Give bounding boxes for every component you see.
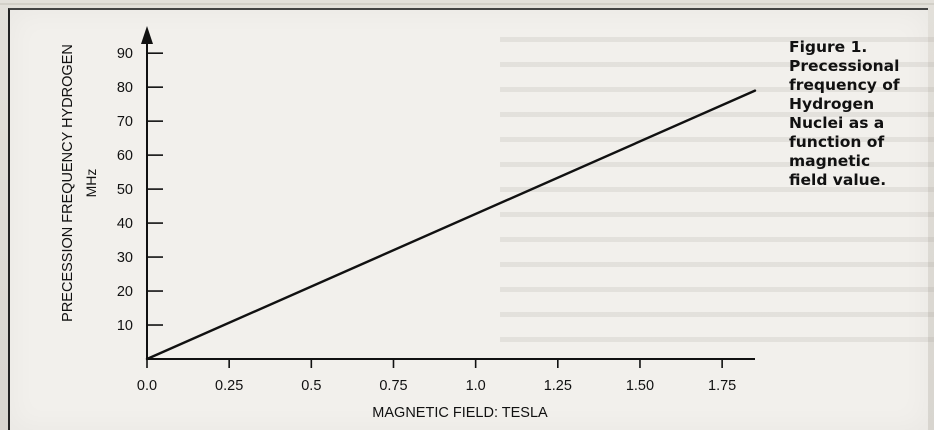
y-tick-label: 90: [117, 46, 133, 62]
caption-line: function of: [789, 133, 885, 151]
series-group: [145, 89, 757, 361]
y-axis-label-line1: PRECESSION FREQUENCY HYDROGEN: [60, 44, 76, 322]
caption-line: frequency of: [789, 76, 900, 94]
caption-line: magnetic: [789, 152, 871, 170]
caption-line: Nuclei as a: [789, 114, 885, 132]
y-tick-label: 50: [117, 182, 133, 198]
x-tick-label: 0.0: [137, 378, 157, 394]
y-axis-label-line2: MHz: [83, 169, 99, 198]
y-tick-label: 30: [117, 250, 133, 266]
caption-line: Hydrogen: [789, 95, 875, 113]
chart-axes: [141, 26, 755, 360]
figure-caption: Figure 1. Precessional frequency of Hydr…: [789, 38, 929, 190]
y-tick-label: 80: [117, 80, 133, 96]
caption-line: Figure 1.: [789, 38, 868, 56]
bleed-through-text: [500, 24, 934, 354]
y-tick-label: 60: [117, 148, 133, 164]
x-tick-label: 0.5: [301, 378, 321, 394]
y-axis-arrow: [141, 26, 153, 44]
x-tick-label: 1.0: [466, 378, 486, 394]
x-tick-group: 0.0 0.25 0.5 0.75 1.0 1.25 1.50 1.75: [137, 359, 736, 394]
series-line: [145, 89, 757, 361]
x-tick-label: 1.25: [544, 378, 572, 394]
x-tick-label: 0.75: [379, 378, 407, 394]
x-tick-label: 1.75: [708, 378, 736, 394]
x-tick-label: 1.50: [626, 378, 654, 394]
y-tick-label: 40: [117, 216, 133, 232]
x-tick-label: 0.25: [215, 378, 243, 394]
y-tick-label: 10: [117, 318, 133, 334]
y-tick-label: 20: [117, 284, 133, 300]
y-tick-label: 70: [117, 114, 133, 130]
page-edge-line: [0, 3, 934, 5]
x-axis-label: MAGNETIC FIELD: TESLA: [372, 405, 548, 421]
y-tick-group: 10 20 30 40 50 60 70 80 90: [117, 46, 163, 334]
caption-line: field value.: [789, 171, 887, 189]
caption-line: Precessional: [789, 57, 900, 75]
